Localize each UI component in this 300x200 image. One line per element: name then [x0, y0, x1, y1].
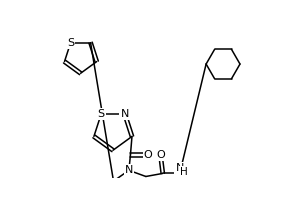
Text: S: S: [98, 109, 105, 119]
Text: N: N: [125, 165, 133, 175]
Text: N: N: [176, 163, 184, 173]
Text: S: S: [67, 38, 74, 48]
Text: H: H: [180, 167, 188, 177]
Text: O: O: [156, 150, 165, 160]
Text: O: O: [144, 150, 152, 160]
Text: N: N: [121, 109, 129, 119]
